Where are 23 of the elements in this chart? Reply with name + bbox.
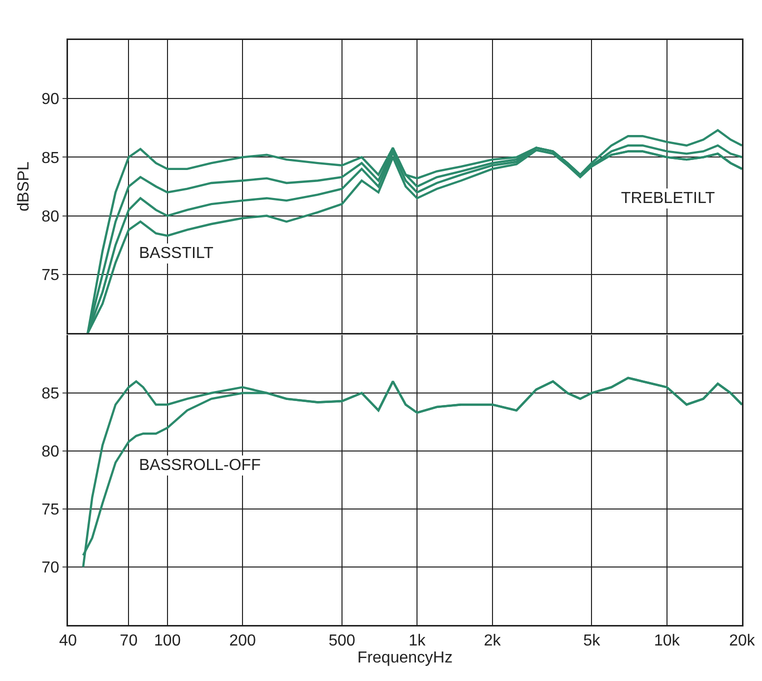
- x-tick-label: 500: [328, 632, 356, 650]
- x-tick-label: 100: [154, 632, 181, 650]
- y-tick-label: 80: [42, 208, 60, 226]
- x-tick-label: 200: [229, 632, 256, 650]
- annotation: TREBLETILT: [621, 190, 716, 207]
- annotation: BASSROLL-OFF: [139, 457, 262, 474]
- y-tick-label: 90: [42, 91, 60, 108]
- x-tick-label: 5k: [583, 632, 602, 650]
- y-tick-label: 85: [42, 386, 60, 403]
- y-tick-label: 75: [42, 502, 60, 519]
- y-axis-title: dBSPL: [16, 161, 33, 212]
- x-axis-title: FrequencyHz: [357, 650, 453, 667]
- y-tick-label: 75: [42, 267, 60, 284]
- annotation: BASSTILT: [139, 245, 214, 262]
- y-tick-label: 85: [42, 150, 60, 167]
- x-tick-label: 2k: [484, 632, 502, 650]
- y-tick-label: 70: [42, 560, 60, 577]
- x-tick-label: 1k: [408, 632, 427, 650]
- y-tick-label: 80: [42, 444, 60, 461]
- x-tick-label: 20k: [729, 632, 756, 650]
- x-tick-label: 70: [120, 632, 138, 650]
- x-tick-label: 40: [59, 632, 77, 650]
- x-tick-label: 10k: [654, 632, 681, 650]
